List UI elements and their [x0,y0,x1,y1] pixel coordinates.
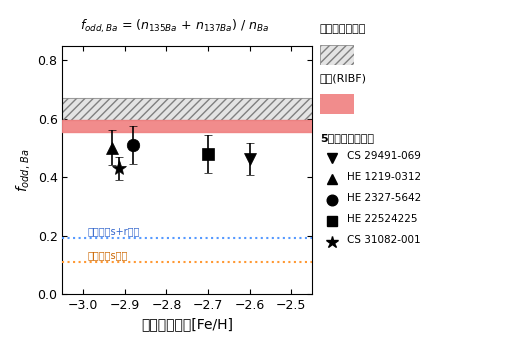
Text: $f_{odd,Ba}$ = ($n_{135Ba}$ + $n_{137Ba}$) / $n_{Ba}$: $f_{odd,Ba}$ = ($n_{135Ba}$ + $n_{137Ba}… [80,18,269,35]
Y-axis label: $f_{odd,\,Ba}$: $f_{odd,\,Ba}$ [14,148,32,191]
X-axis label: 金属欠乏度　[Fe/H]: 金属欠乏度 [Fe/H] [141,317,233,331]
Bar [62,98,312,120]
Text: 太陽系セs過程: 太陽系セs過程 [87,250,128,260]
Text: 理論の不確定性: 理論の不確定性 [320,25,366,35]
Bar [62,120,312,132]
Text: CS 29491-069: CS 29491-069 [347,152,421,161]
Text: 実験(RIBF): 実験(RIBF) [320,74,367,84]
Text: HE 2327-5642: HE 2327-5642 [347,194,421,203]
Text: CS 31082-001: CS 31082-001 [347,236,421,245]
Text: 太陽系セs+r過程: 太陽系セs+r過程 [87,227,140,237]
Bar [62,98,312,120]
Text: HE 22524225: HE 22524225 [347,215,418,224]
Text: HE 1219-0312: HE 1219-0312 [347,173,421,182]
Text: 5個の金属欠乏星: 5個の金属欠乏星 [320,133,374,143]
